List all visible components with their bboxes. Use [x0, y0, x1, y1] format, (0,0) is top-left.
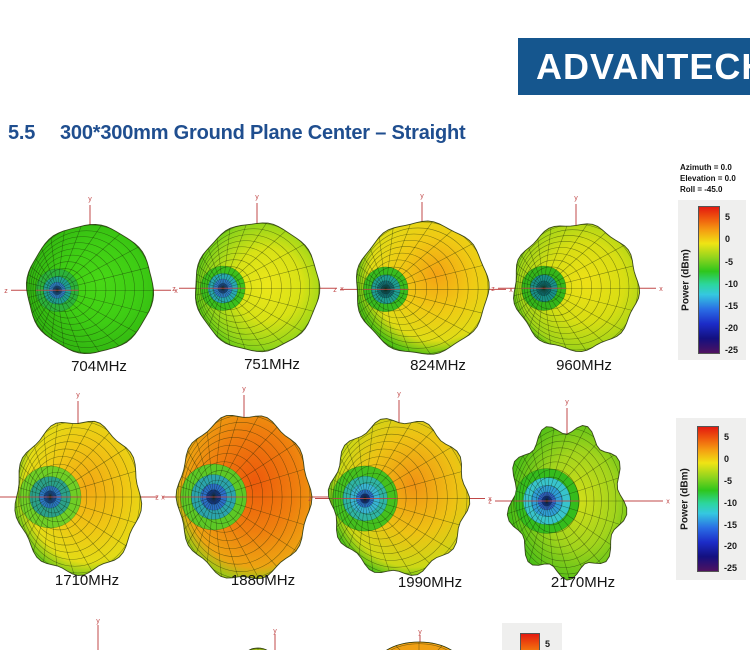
- frequency-label-751mhz: 751MHz: [244, 356, 300, 373]
- power-legend-panel-1: Power (dBm) 5 0 -5 -10 -15 -20 -25: [678, 200, 746, 360]
- x-axis-label: x: [174, 288, 178, 295]
- x-axis-label: x: [659, 286, 663, 293]
- y-axis-label: y: [96, 618, 100, 625]
- radiation-pattern-1990mhz: z xy: [308, 391, 492, 576]
- z-axis-label: z: [155, 495, 159, 502]
- power-colorbar: [698, 206, 720, 354]
- x-axis-label: x: [666, 499, 670, 506]
- radiation-pattern-1880mhz: zxy: [155, 386, 335, 580]
- y-axis-label: y: [420, 193, 424, 200]
- z-axis-label: z: [491, 286, 495, 293]
- section-title: 300*300mm Ground Plane Center – Straight: [60, 122, 466, 144]
- power-tick-label: 5: [545, 639, 551, 650]
- power-tick-label: -25: [724, 563, 738, 574]
- y-axis-label: y: [418, 629, 422, 636]
- power-colorbar: [520, 633, 540, 650]
- power-tick-label: -25: [725, 345, 739, 356]
- partial-row-graphics: y y y: [96, 618, 452, 650]
- power-tick-label: -20: [724, 541, 738, 552]
- x-axis-label: x: [509, 287, 513, 294]
- orientation-info: Azimuth = 0.0 Elevation = 0.0 Roll = -45…: [680, 162, 736, 195]
- power-tick-label: -5: [724, 475, 733, 486]
- partial-pattern-dome: [386, 641, 452, 650]
- z-axis-label: z: [333, 287, 337, 294]
- power-tick-label: -15: [724, 519, 738, 530]
- y-axis-label: y: [76, 392, 80, 399]
- power-tick-label: -5: [725, 256, 734, 267]
- y-axis-label: y: [565, 399, 569, 406]
- power-legend-panel-2: Power (dBm) 5 0 -5 -10 -15 -20 -25: [676, 418, 746, 580]
- x-axis-label: x: [161, 495, 165, 502]
- power-axis-label: Power (dBm): [680, 249, 692, 311]
- advantech-logo: ADVANTECH: [518, 38, 750, 95]
- y-axis-label: y: [397, 391, 401, 398]
- frequency-label-1710mhz: 1710MHz: [54, 572, 120, 589]
- y-axis-label: y: [574, 195, 578, 202]
- section-heading: 5.5 300*300mm Ground Plane Center – Strai…: [8, 122, 466, 145]
- power-tick-label: 0: [724, 453, 730, 464]
- orientation-elevation: Elevation = 0.0: [680, 174, 736, 183]
- power-tick-label: -10: [725, 278, 739, 289]
- advantech-logo-text: ADVANTECH: [536, 46, 750, 87]
- power-tick-label: -10: [724, 497, 738, 508]
- x-axis-label: x: [488, 496, 492, 503]
- power-tick-label: 5: [724, 431, 730, 442]
- power-tick-label: 0: [725, 234, 731, 245]
- z-axis-label: z: [308, 496, 312, 503]
- radiation-pattern-1710mhz: zx y: [0, 392, 165, 576]
- z-axis-label: z: [4, 288, 8, 295]
- radiation-pattern-751mhz: zxy: [172, 194, 344, 353]
- radiation-pattern-704mhz: z xy: [4, 196, 178, 355]
- z-axis-label: z: [172, 286, 176, 293]
- y-axis-label: y: [242, 386, 246, 393]
- orientation-azimuth: Azimuth = 0.0: [680, 163, 732, 172]
- power-axis-label: Power (dBm): [679, 468, 691, 530]
- power-legend-panel-3: Power (dBm)50-5-10-15-20-25: [502, 623, 562, 650]
- radiation-pattern-2170mhz: z xy: [488, 399, 670, 581]
- y-axis-label: y: [273, 628, 277, 635]
- frequency-label-1990mhz: 1990MHz: [397, 574, 463, 591]
- orientation-roll: Roll = -45.0: [680, 185, 723, 194]
- section-number: 5.5: [8, 122, 36, 144]
- frequency-label-704mhz: 704MHz: [71, 358, 127, 375]
- frequency-label-1880mhz: 1880MHz: [230, 572, 296, 589]
- y-axis-label: y: [255, 194, 259, 201]
- frequency-label-960mhz: 960MHz: [556, 357, 612, 374]
- frequency-label-2170mhz: 2170MHz: [550, 574, 616, 591]
- z-axis-label: z: [488, 499, 492, 506]
- power-tick-label: -15: [725, 300, 739, 311]
- radiation-pattern-960mhz: z x y: [491, 195, 663, 353]
- power-tick-label: -20: [725, 323, 739, 334]
- power-colorbar: [697, 426, 719, 572]
- power-tick-label: 5: [725, 212, 731, 223]
- frequency-label-824mhz: 824MHz: [410, 357, 466, 374]
- radiation-pattern-824mhz: z x y: [333, 193, 513, 355]
- y-axis-label: y: [88, 196, 92, 203]
